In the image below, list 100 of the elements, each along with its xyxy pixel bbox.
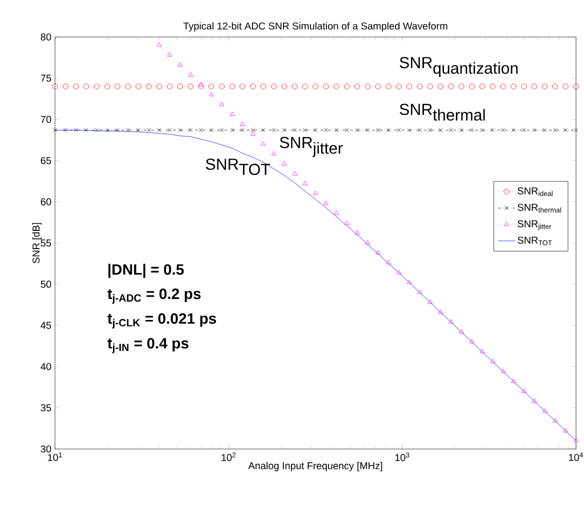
y-tick-label: 60 xyxy=(40,198,52,206)
point xyxy=(64,128,68,132)
annotation: $\textrm{SNR}_{\textrm{TOT}}$ xyxy=(206,158,270,176)
legend-label: SNR$_{jitter}$ xyxy=(518,220,552,230)
point xyxy=(501,128,506,132)
point xyxy=(166,84,172,90)
point xyxy=(510,84,516,90)
point xyxy=(532,128,536,132)
point xyxy=(230,84,236,90)
annotation: t$_{j-ADC}$ = 0.2 ps xyxy=(107,288,201,304)
point xyxy=(386,128,390,132)
point xyxy=(282,128,286,132)
point xyxy=(511,128,516,132)
point xyxy=(261,128,266,132)
point xyxy=(136,84,142,90)
point xyxy=(562,84,568,90)
point xyxy=(438,128,443,132)
x-tick-label: 10$^{1}$ xyxy=(48,452,62,462)
point xyxy=(366,128,370,132)
point xyxy=(125,84,131,90)
point xyxy=(52,84,58,90)
point xyxy=(302,84,308,90)
point xyxy=(177,84,183,90)
y-tick-label: 65 xyxy=(40,157,52,164)
point xyxy=(364,84,370,90)
point xyxy=(574,128,578,132)
point xyxy=(438,84,444,90)
point xyxy=(355,128,360,132)
point xyxy=(344,128,349,132)
point xyxy=(459,128,464,132)
point xyxy=(354,84,360,90)
point xyxy=(157,128,162,132)
point xyxy=(250,128,255,132)
point xyxy=(407,128,412,132)
point xyxy=(136,128,140,132)
point xyxy=(84,128,88,132)
point xyxy=(312,84,318,90)
legend-label: SNR$_{TOT}$ xyxy=(518,236,552,246)
x-tick-label: 10$^{3}$ xyxy=(395,452,410,462)
point xyxy=(272,128,276,132)
point xyxy=(458,84,464,90)
point xyxy=(406,84,412,90)
point xyxy=(564,128,568,132)
point xyxy=(376,128,380,132)
legend-label: SNR$_{ideal}$ xyxy=(518,187,553,196)
point xyxy=(94,128,99,132)
point xyxy=(94,84,100,90)
point xyxy=(230,128,234,132)
point xyxy=(240,128,244,132)
point xyxy=(218,84,225,90)
chart-title: Typical 12-bit ADC SNR Simulation of a Sampled Waveform xyxy=(183,22,448,32)
point xyxy=(178,128,182,132)
point xyxy=(500,84,506,90)
legend-label: SNR$_{thermal}$ xyxy=(518,204,562,212)
y-tick-label: 40 xyxy=(40,363,52,370)
point xyxy=(448,128,453,132)
point xyxy=(114,84,120,90)
y-tick-label: 35 xyxy=(40,404,52,412)
point xyxy=(396,128,401,132)
point xyxy=(334,128,338,132)
point xyxy=(521,84,527,90)
annotation: $\textrm{SNR}_{\textrm{jitter}}$ xyxy=(280,136,343,157)
point xyxy=(416,84,422,90)
point xyxy=(74,128,78,132)
point xyxy=(427,84,433,90)
annotation: t$_{j-CLK}$ = 0.021 ps xyxy=(107,313,216,328)
point xyxy=(323,84,329,90)
point xyxy=(146,128,151,132)
point xyxy=(480,128,484,132)
point xyxy=(281,84,288,90)
y-tick-label: 70 xyxy=(40,116,52,123)
point xyxy=(375,84,381,90)
point xyxy=(553,128,558,132)
point xyxy=(522,128,526,132)
y-tick-label: 50 xyxy=(40,280,52,288)
x-tick-label: 10$^{2}$ xyxy=(222,452,236,462)
point xyxy=(386,84,392,90)
point xyxy=(302,128,307,132)
point xyxy=(470,128,474,132)
point xyxy=(542,84,548,90)
point xyxy=(260,84,266,90)
y-tick-label: 80 xyxy=(40,33,52,41)
point xyxy=(334,84,340,90)
point xyxy=(396,84,402,90)
point xyxy=(292,128,297,132)
point xyxy=(208,84,214,90)
x-tick-label: 10$^{4}$ xyxy=(569,452,584,462)
point xyxy=(479,84,486,90)
point xyxy=(83,84,89,90)
point xyxy=(573,84,579,90)
point xyxy=(490,128,495,132)
point xyxy=(542,128,547,132)
x-axis-title: Analog Input Frequency [MHz] xyxy=(248,462,382,472)
y-axis-title: SNR [dB] xyxy=(32,222,42,264)
point xyxy=(292,84,298,90)
point xyxy=(198,84,204,90)
annotation: |DNL| = 0.5 xyxy=(108,264,184,278)
point xyxy=(62,84,68,90)
point xyxy=(209,128,214,132)
point xyxy=(146,84,152,90)
